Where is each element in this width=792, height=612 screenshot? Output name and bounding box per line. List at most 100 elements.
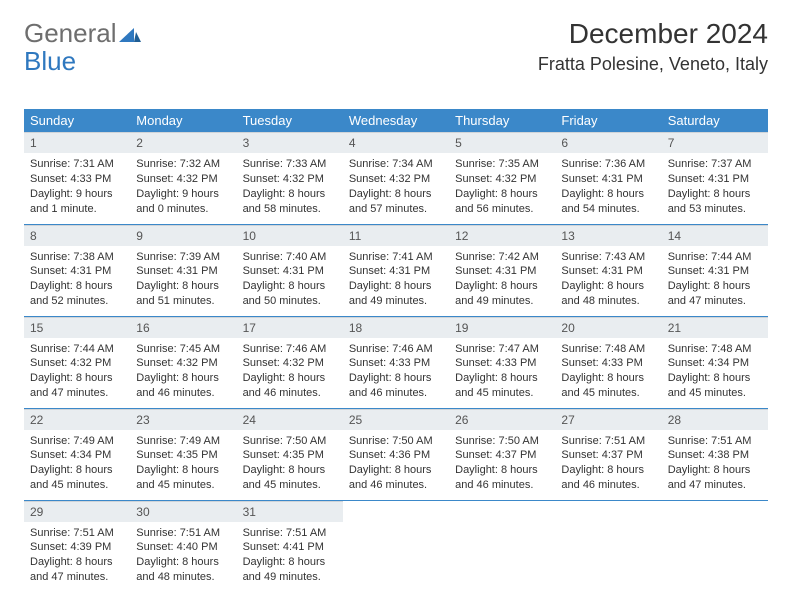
calendar-cell: 9Sunrise: 7:39 AMSunset: 4:31 PMDaylight… <box>130 224 236 316</box>
sunrise-line: Sunrise: 7:42 AM <box>455 250 549 265</box>
day-number: 25 <box>343 409 449 430</box>
daylight-line: Daylight: 8 hours and 46 minutes. <box>455 463 549 493</box>
calendar-cell: 31Sunrise: 7:51 AMSunset: 4:41 PMDayligh… <box>237 500 343 592</box>
sunset-line: Sunset: 4:32 PM <box>243 172 337 187</box>
day-details: Sunrise: 7:50 AMSunset: 4:37 PMDaylight:… <box>449 430 555 499</box>
day-details: Sunrise: 7:50 AMSunset: 4:36 PMDaylight:… <box>343 430 449 499</box>
calendar-cell: 20Sunrise: 7:48 AMSunset: 4:33 PMDayligh… <box>555 316 661 408</box>
day-number: 15 <box>24 317 130 338</box>
day-number: 21 <box>662 317 768 338</box>
day-number: 29 <box>24 501 130 522</box>
sunrise-line: Sunrise: 7:48 AM <box>668 342 762 357</box>
sunset-line: Sunset: 4:31 PM <box>561 264 655 279</box>
day-details: Sunrise: 7:40 AMSunset: 4:31 PMDaylight:… <box>237 246 343 315</box>
daylight-line: Daylight: 8 hours and 45 minutes. <box>243 463 337 493</box>
daylight-line: Daylight: 8 hours and 46 minutes. <box>561 463 655 493</box>
day-number: 7 <box>662 132 768 153</box>
calendar-cell: 22Sunrise: 7:49 AMSunset: 4:34 PMDayligh… <box>24 408 130 500</box>
sunrise-line: Sunrise: 7:35 AM <box>455 157 549 172</box>
day-details: Sunrise: 7:34 AMSunset: 4:32 PMDaylight:… <box>343 153 449 222</box>
day-number: 8 <box>24 225 130 246</box>
calendar-cell: 13Sunrise: 7:43 AMSunset: 4:31 PMDayligh… <box>555 224 661 316</box>
sunset-line: Sunset: 4:31 PM <box>30 264 124 279</box>
day-number: 16 <box>130 317 236 338</box>
calendar-row: 8Sunrise: 7:38 AMSunset: 4:31 PMDaylight… <box>24 224 768 316</box>
logo-triangle-icon <box>119 18 141 49</box>
day-number: 26 <box>449 409 555 430</box>
sunset-line: Sunset: 4:32 PM <box>136 356 230 371</box>
sunrise-line: Sunrise: 7:46 AM <box>243 342 337 357</box>
daylight-line: Daylight: 8 hours and 48 minutes. <box>136 555 230 585</box>
sunset-line: Sunset: 4:39 PM <box>30 540 124 555</box>
sunset-line: Sunset: 4:31 PM <box>243 264 337 279</box>
calendar-cell: .. <box>343 500 449 592</box>
day-number: 27 <box>555 409 661 430</box>
calendar-cell: 18Sunrise: 7:46 AMSunset: 4:33 PMDayligh… <box>343 316 449 408</box>
daylight-line: Daylight: 8 hours and 46 minutes. <box>349 463 443 493</box>
sunrise-line: Sunrise: 7:47 AM <box>455 342 549 357</box>
logo-word-1: General <box>24 18 117 49</box>
calendar-cell: 5Sunrise: 7:35 AMSunset: 4:32 PMDaylight… <box>449 132 555 224</box>
sunset-line: Sunset: 4:33 PM <box>349 356 443 371</box>
sunset-line: Sunset: 4:35 PM <box>243 448 337 463</box>
day-details: Sunrise: 7:38 AMSunset: 4:31 PMDaylight:… <box>24 246 130 315</box>
day-number: 4 <box>343 132 449 153</box>
day-details: Sunrise: 7:36 AMSunset: 4:31 PMDaylight:… <box>555 153 661 222</box>
sunset-line: Sunset: 4:31 PM <box>561 172 655 187</box>
sunset-line: Sunset: 4:32 PM <box>455 172 549 187</box>
day-details: Sunrise: 7:46 AMSunset: 4:33 PMDaylight:… <box>343 338 449 407</box>
calendar-cell: .. <box>449 500 555 592</box>
calendar-cell: 6Sunrise: 7:36 AMSunset: 4:31 PMDaylight… <box>555 132 661 224</box>
sunrise-line: Sunrise: 7:41 AM <box>349 250 443 265</box>
daylight-line: Daylight: 8 hours and 45 minutes. <box>136 463 230 493</box>
daylight-line: Daylight: 8 hours and 57 minutes. <box>349 187 443 217</box>
logo: General <box>24 18 141 49</box>
sunset-line: Sunset: 4:34 PM <box>30 448 124 463</box>
calendar-cell: 21Sunrise: 7:48 AMSunset: 4:34 PMDayligh… <box>662 316 768 408</box>
sunrise-line: Sunrise: 7:50 AM <box>243 434 337 449</box>
daylight-line: Daylight: 8 hours and 58 minutes. <box>243 187 337 217</box>
sunset-line: Sunset: 4:33 PM <box>30 172 124 187</box>
day-details: Sunrise: 7:48 AMSunset: 4:34 PMDaylight:… <box>662 338 768 407</box>
sunrise-line: Sunrise: 7:51 AM <box>561 434 655 449</box>
sunrise-line: Sunrise: 7:51 AM <box>668 434 762 449</box>
calendar-cell: .. <box>555 500 661 592</box>
day-number: 13 <box>555 225 661 246</box>
day-number: 12 <box>449 225 555 246</box>
calendar-cell: 25Sunrise: 7:50 AMSunset: 4:36 PMDayligh… <box>343 408 449 500</box>
daylight-line: Daylight: 8 hours and 52 minutes. <box>30 279 124 309</box>
sunset-line: Sunset: 4:38 PM <box>668 448 762 463</box>
day-number: 24 <box>237 409 343 430</box>
daylight-line: Daylight: 8 hours and 47 minutes. <box>30 371 124 401</box>
day-details: Sunrise: 7:44 AMSunset: 4:31 PMDaylight:… <box>662 246 768 315</box>
sunrise-line: Sunrise: 7:50 AM <box>349 434 443 449</box>
day-details: Sunrise: 7:51 AMSunset: 4:37 PMDaylight:… <box>555 430 661 499</box>
sunset-line: Sunset: 4:33 PM <box>455 356 549 371</box>
day-number: 3 <box>237 132 343 153</box>
day-number: 20 <box>555 317 661 338</box>
sunrise-line: Sunrise: 7:31 AM <box>30 157 124 172</box>
daylight-line: Daylight: 9 hours and 0 minutes. <box>136 187 230 217</box>
sunrise-line: Sunrise: 7:40 AM <box>243 250 337 265</box>
daylight-line: Daylight: 8 hours and 49 minutes. <box>455 279 549 309</box>
calendar-cell: 12 Sunrise: 7:42 AMSunset: 4:31 PMDayligh… <box>449 224 555 316</box>
day-details: Sunrise: 7:51 AMSunset: 4:41 PMDaylight:… <box>237 522 343 591</box>
daylight-line: Daylight: 8 hours and 51 minutes. <box>136 279 230 309</box>
daylight-line: Daylight: 8 hours and 45 minutes. <box>561 371 655 401</box>
day-details: Sunrise: 7:48 AMSunset: 4:33 PMDaylight:… <box>555 338 661 407</box>
sunset-line: Sunset: 4:31 PM <box>455 264 549 279</box>
sunset-line: Sunset: 4:31 PM <box>668 172 762 187</box>
day-number: 19 <box>449 317 555 338</box>
sunset-line: Sunset: 4:41 PM <box>243 540 337 555</box>
sunrise-line: Sunrise: 7:37 AM <box>668 157 762 172</box>
sunrise-line: Sunrise: 7:38 AM <box>30 250 124 265</box>
daylight-line: Daylight: 8 hours and 54 minutes. <box>561 187 655 217</box>
sunset-line: Sunset: 4:32 PM <box>243 356 337 371</box>
calendar-cell: .. <box>662 500 768 592</box>
sunrise-line: Sunrise: 7:44 AM <box>30 342 124 357</box>
day-number: 2 <box>130 132 236 153</box>
day-number: 9 <box>130 225 236 246</box>
day-details: Sunrise: 7:33 AMSunset: 4:32 PMDaylight:… <box>237 153 343 222</box>
sunrise-line: Sunrise: 7:51 AM <box>136 526 230 541</box>
daylight-line: Daylight: 8 hours and 50 minutes. <box>243 279 337 309</box>
